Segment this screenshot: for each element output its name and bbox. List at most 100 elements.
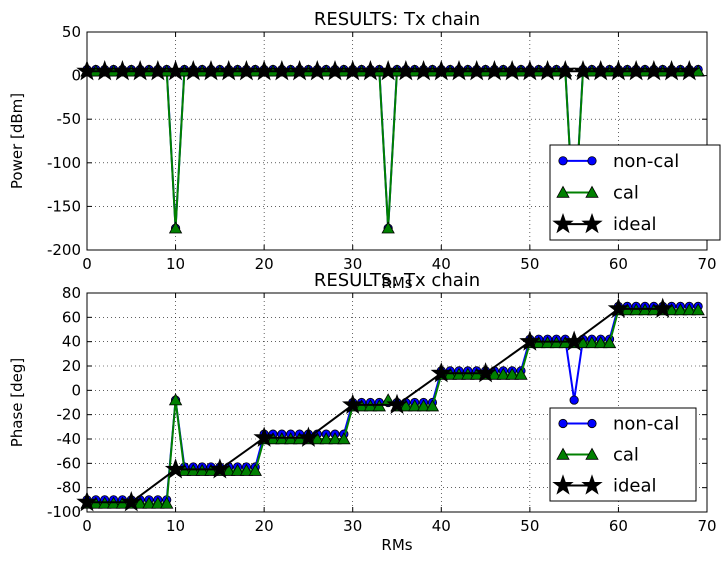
- data-point-ideal: [359, 60, 382, 81]
- data-point-cal: [133, 496, 147, 509]
- y-axis-label: Phase [deg]: [8, 358, 26, 448]
- data-point-non-cal: [569, 395, 579, 405]
- data-point-ideal: [200, 60, 222, 81]
- chart-title: RESULTS: Tx chain: [314, 270, 480, 291]
- y-tick-label: -100: [47, 503, 81, 521]
- data-point-cal: [248, 463, 262, 476]
- data-point-cal: [328, 432, 342, 445]
- legend-marker-non-cal: [558, 418, 568, 429]
- data-point-ideal: [625, 60, 647, 81]
- data-point-ideal: [271, 60, 293, 81]
- data-point-cal: [425, 399, 440, 412]
- data-point-cal: [673, 303, 688, 316]
- data-point-ideal: [342, 60, 364, 81]
- data-point-ideal: [253, 60, 275, 81]
- data-point-ideal: [182, 60, 204, 81]
- legend-marker-ideal: [581, 212, 603, 234]
- legend-label-ideal: ideal: [613, 214, 657, 235]
- legend-marker-non-cal: [558, 156, 568, 166]
- x-tick-label: 10: [166, 517, 185, 535]
- data-point-ideal: [607, 297, 630, 318]
- y-tick-label: -200: [47, 241, 81, 259]
- data-point-cal: [168, 221, 183, 234]
- plot-frame: [86, 31, 708, 251]
- x-tick-label: 70: [697, 517, 716, 535]
- y-tick-label: 0: [71, 381, 81, 399]
- data-point-cal: [399, 399, 413, 412]
- x-tick-label: 40: [432, 517, 451, 535]
- data-point-ideal: [607, 60, 630, 81]
- y-tick-label: -50: [57, 110, 82, 128]
- data-point-ideal: [483, 60, 506, 81]
- legend-marker-cal: [585, 447, 599, 460]
- data-point-cal: [337, 432, 351, 445]
- data-point-ideal: [430, 60, 452, 81]
- data-point-cal: [496, 367, 510, 380]
- data-point-ideal: [660, 60, 683, 81]
- data-point-cal: [576, 336, 590, 349]
- data-point-cal: [691, 303, 705, 316]
- plot-frame: [86, 292, 708, 513]
- legend-marker-ideal: [552, 212, 574, 234]
- legend-marker-non-cal: [587, 156, 597, 166]
- legend-marker-ideal: [552, 474, 574, 495]
- legend-marker-non-cal: [587, 418, 597, 429]
- data-point-ideal: [395, 60, 417, 81]
- data-point-cal: [230, 463, 245, 476]
- x-tick-label: 60: [609, 255, 628, 273]
- x-axis-label: RMs: [381, 536, 412, 554]
- data-point-cal: [160, 496, 174, 509]
- data-point-cal: [505, 367, 519, 380]
- data-point-cal: [514, 367, 528, 380]
- x-tick-label: 50: [520, 517, 539, 535]
- x-tick-label: 70: [697, 255, 716, 273]
- x-tick-label: 20: [255, 255, 274, 273]
- chart-title: RESULTS: Tx chain: [314, 9, 480, 30]
- legend-label-ideal: ideal: [613, 476, 657, 497]
- data-point-ideal: [209, 458, 231, 479]
- data-point-ideal: [572, 60, 594, 81]
- data-point-ideal: [501, 60, 523, 81]
- x-tick-label: 20: [255, 517, 274, 535]
- data-point-ideal: [554, 60, 576, 81]
- data-point-cal: [487, 367, 502, 380]
- y-tick-label: -150: [47, 197, 81, 215]
- x-tick-label: 0: [82, 517, 92, 535]
- y-tick-label: 80: [62, 284, 81, 302]
- data-point-ideal: [386, 393, 408, 415]
- data-point-ideal: [129, 60, 151, 81]
- y-tick-label: -20: [57, 406, 82, 424]
- data-point-cal: [602, 336, 617, 349]
- data-point-ideal: [253, 426, 275, 447]
- data-point-ideal: [288, 60, 311, 81]
- data-point-ideal: [519, 330, 541, 351]
- series-line-ideal: [87, 307, 663, 504]
- data-point-ideal: [164, 458, 187, 479]
- data-point-ideal: [164, 60, 187, 81]
- data-point-ideal: [342, 393, 364, 415]
- legend-marker-cal: [556, 447, 570, 460]
- data-point-cal: [239, 463, 254, 476]
- data-point-ideal: [235, 60, 258, 81]
- data-point-cal: [151, 496, 165, 509]
- data-point-ideal: [218, 60, 240, 81]
- data-point-ideal: [678, 60, 700, 81]
- data-point-ideal: [324, 60, 346, 81]
- data-point-ideal: [377, 60, 399, 81]
- x-tick-label: 0: [82, 255, 92, 273]
- data-point-cal: [319, 432, 333, 445]
- phase-chart: 0 10 20 30 40 50 60 70 -100 -80 -60 -40 -20 0 20 40 60 80…: [8, 270, 717, 554]
- legend-marker-ideal: [581, 474, 603, 495]
- data-point-ideal: [643, 60, 665, 81]
- y-tick-label: 20: [62, 357, 81, 375]
- data-point-ideal: [430, 362, 452, 383]
- y-tick-label: -100: [47, 154, 81, 172]
- data-point-cal: [310, 432, 324, 445]
- legend-label-non-cal: non-cal: [613, 151, 679, 172]
- data-point-ideal: [120, 491, 142, 512]
- legend-label-non-cal: non-cal: [613, 414, 679, 435]
- data-point-ideal: [448, 60, 470, 81]
- y-tick-label: -60: [57, 454, 82, 472]
- data-point-cal: [142, 496, 156, 509]
